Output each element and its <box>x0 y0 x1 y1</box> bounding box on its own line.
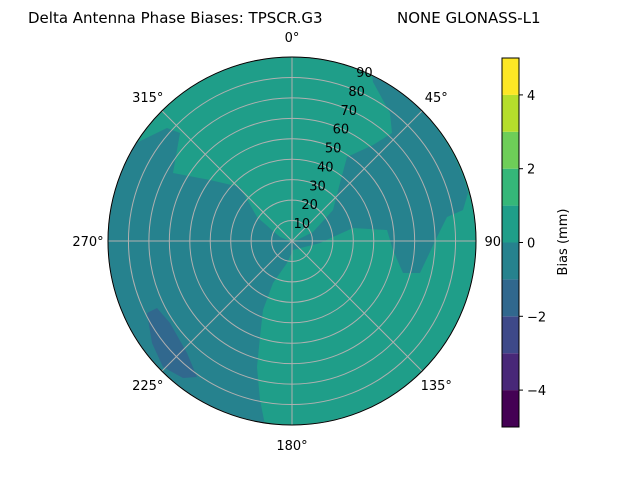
colorbar-tick-label: −4 <box>527 384 546 399</box>
angle-tick-label: 270° <box>72 235 103 250</box>
angle-tick-label: 225° <box>132 379 163 394</box>
radial-tick-label: 60 <box>333 123 350 138</box>
colorbar-tick-label: 2 <box>527 163 535 178</box>
colorbar-level <box>502 131 519 169</box>
radial-tick-label: 50 <box>325 142 342 157</box>
colorbar-level <box>502 242 519 280</box>
colorbar-level <box>502 94 519 132</box>
angle-tick-label: 180° <box>276 439 307 454</box>
chart-title-right: NONE GLONASS-L1 <box>397 9 541 27</box>
colorbar-level <box>502 390 519 427</box>
radial-tick-label: 40 <box>317 160 334 175</box>
radial-tick-label: 10 <box>294 217 311 232</box>
angular-gridline <box>291 110 423 242</box>
colorbar-tick-label: 4 <box>527 89 535 104</box>
radial-tick-label: 90 <box>356 66 373 81</box>
radial-tick-label: 30 <box>309 179 326 194</box>
angular-gridline <box>161 110 293 242</box>
radial-tick-label: 80 <box>348 85 365 100</box>
radial-tick-label: 70 <box>340 104 357 119</box>
colorbar-level <box>502 168 519 206</box>
angular-gridline <box>291 240 423 372</box>
angle-tick-label: 45° <box>425 91 448 106</box>
angular-gridline <box>161 240 293 372</box>
colorbar-tick-label: 0 <box>527 237 535 252</box>
angle-tick-label: 0° <box>285 31 300 46</box>
chart-title-left: Delta Antenna Phase Biases: TPSCR.G3 <box>28 9 323 27</box>
colorbar-label: Bias (mm) <box>556 209 571 276</box>
polar-frame <box>107 56 477 426</box>
colorbar-level <box>502 316 519 354</box>
colorbar-level <box>502 279 519 317</box>
angle-tick-label: 315° <box>132 91 163 106</box>
colorbar-tick-label: −2 <box>527 310 546 325</box>
colorbar-level <box>502 353 519 391</box>
colorbar-level <box>502 58 519 95</box>
colorbar-level <box>502 205 519 243</box>
angle-tick-label: 135° <box>421 379 452 394</box>
contour-region-minus2-to-minus1 <box>147 308 197 378</box>
radial-tick-label: 20 <box>301 198 318 213</box>
